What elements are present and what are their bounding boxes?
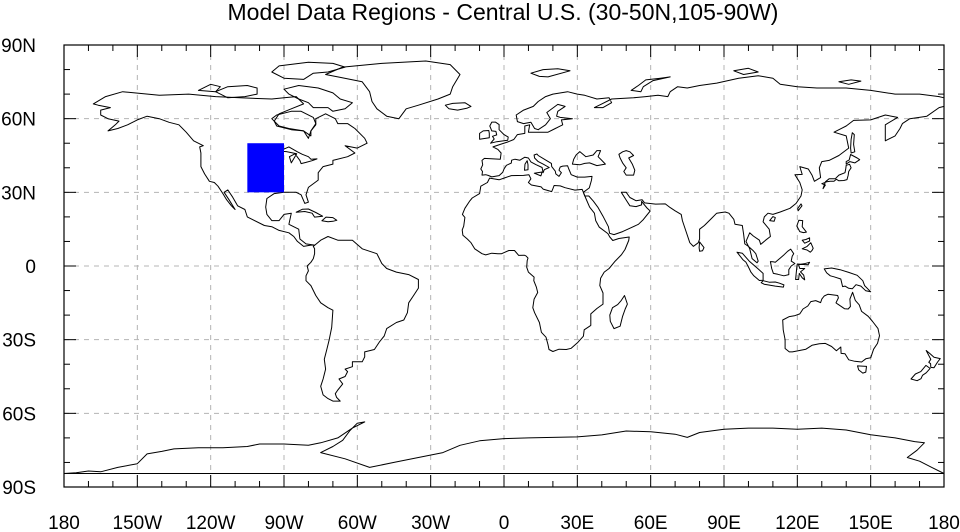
sicily-coastline — [533, 171, 543, 177]
tasmania-coastline — [857, 365, 867, 374]
baffin-island-coastline — [283, 85, 353, 112]
longitude-label: 150W — [113, 513, 163, 532]
luzon-coastline — [796, 219, 807, 234]
graticule — [64, 45, 944, 487]
latitude-label: 60N — [1, 110, 36, 131]
eurasia-coastline — [480, 75, 945, 264]
iceland-coastline — [444, 102, 472, 111]
central-us-region — [247, 143, 284, 193]
latitude-label: 60S — [2, 404, 36, 425]
ireland-coastline — [479, 130, 490, 140]
sulawesi-coastline — [795, 261, 811, 281]
java-coastline — [760, 280, 785, 288]
latitude-labels: 90N 60N 30N 0 30S 60S 90S — [1, 36, 36, 499]
antarctica-coastline — [63, 421, 945, 474]
black-sea-coastline — [571, 150, 606, 167]
visayas-coastline — [801, 237, 811, 244]
ellesmere-island-coastline — [271, 61, 346, 80]
latitude-label: 90S — [2, 478, 36, 499]
longitude-labels: 180 150W 120W 90W 60W 30W 0 30E 60E 90E 120E 150E 18… — [48, 513, 960, 532]
longitude-label: 180 — [928, 513, 960, 532]
japan-honshu-coastline — [821, 163, 852, 190]
latitude-label: 30S — [2, 331, 36, 352]
hispaniola-coastline — [321, 216, 338, 223]
longitude-label: 120E — [775, 513, 819, 532]
great-britain-coastline — [489, 121, 509, 144]
coastlines — [63, 60, 945, 474]
caspian-sea-coastline — [618, 150, 636, 176]
sakhalin-coastline — [850, 132, 856, 154]
greenland-coastline — [325, 60, 461, 120]
madagascar-coastline — [609, 295, 628, 330]
svalbard-coastline — [530, 68, 571, 78]
mindanao-coastline — [801, 242, 814, 253]
africa-coastline — [461, 174, 630, 352]
novaya-zemlya-coastline — [630, 76, 671, 93]
map-title: Model Data Regions - Central U.S. (30-50… — [228, 0, 779, 25]
hainan-coastline — [769, 216, 776, 222]
hudson-bay-outline — [271, 110, 317, 139]
severnaya-zemlya-coastline — [733, 67, 759, 75]
victoria-island-coastline — [215, 85, 258, 99]
longitude-label: 60W — [338, 513, 377, 532]
latitude-label: 90N — [1, 36, 36, 57]
great-lakes-outline — [278, 146, 318, 165]
north-america-coastline — [92, 91, 368, 247]
corsica-sardinia-coastline — [524, 160, 529, 171]
sri-lanka-coastline — [698, 241, 705, 252]
south-america-coastline — [305, 236, 419, 402]
longitude-label: 0 — [499, 513, 510, 532]
latitude-label: 30N — [1, 183, 36, 204]
latitude-label: 0 — [25, 257, 36, 278]
region-layer — [247, 143, 284, 193]
new-siberian-coastline — [838, 79, 862, 85]
longitude-label: 60E — [634, 513, 668, 532]
taiwan-coastline — [797, 203, 803, 212]
sumatra-coastline — [736, 251, 764, 281]
cuba-coastline — [295, 208, 324, 218]
longitude-label: 120W — [186, 513, 236, 532]
longitude-label: 180 — [48, 513, 80, 532]
australia-coastline — [782, 291, 880, 363]
map-frame — [63, 44, 945, 488]
new-guinea-coastline — [823, 267, 872, 293]
new-zealand-north-coastline — [925, 350, 941, 369]
borneo-coastline — [769, 248, 796, 277]
longitude-label: 90W — [264, 513, 303, 532]
longitude-label: 30E — [560, 513, 594, 532]
japan-hokkaido-coastline — [845, 154, 861, 165]
banks-island-coastline — [197, 83, 221, 93]
longitude-label: 30W — [411, 513, 450, 532]
longitude-label: 90E — [707, 513, 741, 532]
new-zealand-south-coastline — [910, 364, 931, 382]
longitude-label: 150E — [848, 513, 892, 532]
